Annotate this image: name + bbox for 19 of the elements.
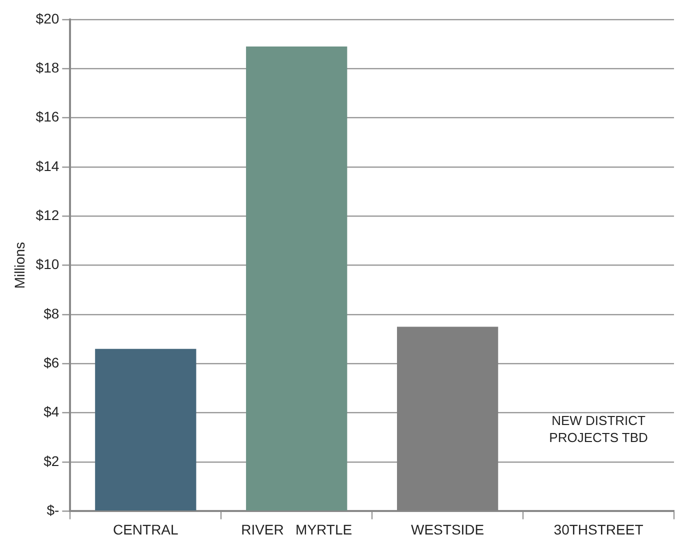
y-tick-label: $6: [44, 354, 60, 371]
y-tick-label: $10: [36, 256, 60, 272]
y-tick-label: $20: [36, 10, 60, 26]
y-tick-label: $8: [44, 305, 60, 322]
y-tick-label: $4: [44, 404, 60, 420]
y-tick-label: $16: [36, 108, 60, 125]
x-tick-label: WESTSIDE: [410, 521, 484, 538]
y-tick-label: $14: [36, 158, 60, 174]
x-tick-label: RIVER MYRTLE: [241, 521, 352, 538]
bar: [95, 348, 196, 511]
y-tick-label: $18: [36, 59, 60, 76]
x-tick-label: CENTRAL: [112, 521, 179, 538]
bar: [246, 46, 348, 511]
y-tick-label: $12: [36, 206, 60, 223]
y-tick-label: $-: [46, 502, 60, 518]
x-tick-label: 30THSTREET: [554, 521, 644, 538]
y-axis-title: Millions: [11, 242, 28, 289]
annotation: NEW DISTRICT PROJECTS TBD: [549, 413, 648, 446]
y-tick-label: $2: [44, 452, 60, 469]
